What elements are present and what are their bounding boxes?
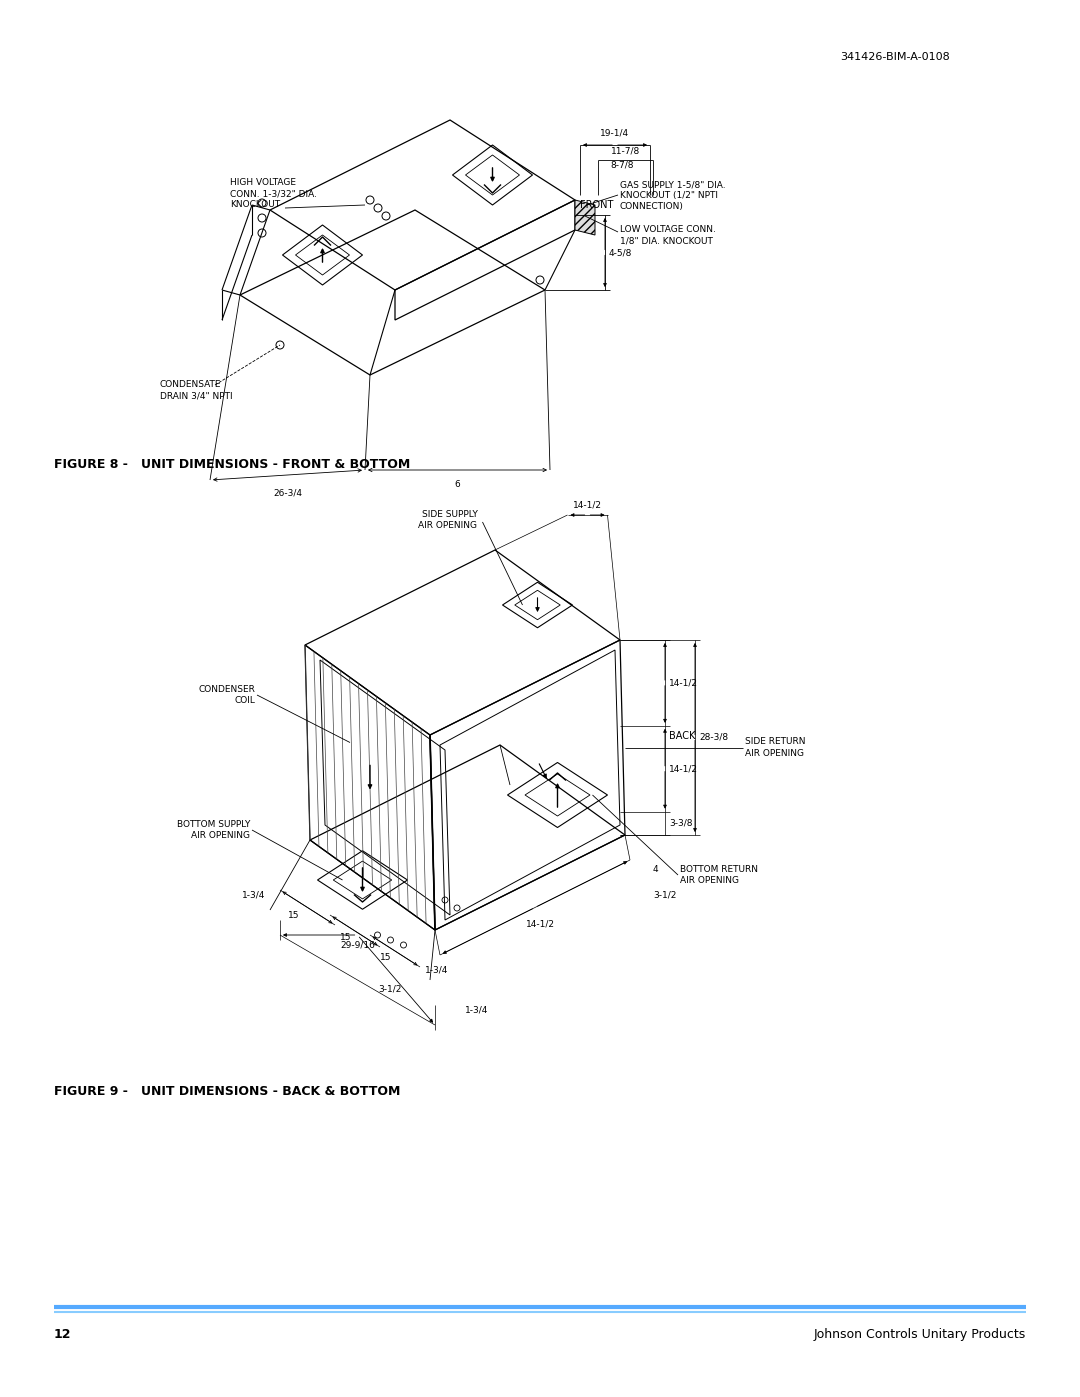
Text: 3-1/2: 3-1/2 (653, 890, 676, 900)
Text: Johnson Controls Unitary Products: Johnson Controls Unitary Products (813, 1329, 1026, 1341)
Text: 15: 15 (340, 933, 351, 942)
Text: FRONT: FRONT (580, 200, 613, 210)
Text: BOTTOM SUPPLY
AIR OPENING: BOTTOM SUPPLY AIR OPENING (177, 820, 249, 840)
Polygon shape (575, 200, 595, 235)
Text: 29-9/16: 29-9/16 (340, 940, 375, 949)
Text: 4-5/8: 4-5/8 (609, 249, 633, 257)
Text: 19-1/4: 19-1/4 (600, 129, 630, 137)
Text: LOW VOLTAGE CONN.
1/8" DIA. KNOCKOUT: LOW VOLTAGE CONN. 1/8" DIA. KNOCKOUT (620, 225, 716, 244)
Text: 15: 15 (288, 911, 299, 919)
Text: 26-3/4: 26-3/4 (273, 488, 302, 497)
Text: 14-1/2: 14-1/2 (573, 502, 602, 510)
Text: 3-1/2: 3-1/2 (378, 985, 402, 995)
Text: 1-3/4: 1-3/4 (426, 965, 448, 975)
Text: 14-1/2: 14-1/2 (669, 679, 698, 687)
Text: 1-3/4: 1-3/4 (242, 890, 265, 900)
Text: 1-3/4: 1-3/4 (465, 1006, 488, 1014)
Text: 11-7/8: 11-7/8 (611, 147, 640, 155)
Text: CONDENSATE
DRAIN 3/4" NPTI: CONDENSATE DRAIN 3/4" NPTI (160, 380, 232, 400)
Text: SIDE RETURN
AIR OPENING: SIDE RETURN AIR OPENING (745, 738, 806, 757)
Text: BOTTOM RETURN
AIR OPENING: BOTTOM RETURN AIR OPENING (680, 865, 758, 886)
Text: 28-3/8: 28-3/8 (699, 733, 728, 742)
Text: 12: 12 (54, 1329, 71, 1341)
Text: GAS SUPPLY 1-5/8" DIA.
KNOCKOUT (1/2" NPTI
CONNECTION): GAS SUPPLY 1-5/8" DIA. KNOCKOUT (1/2" NP… (620, 180, 726, 211)
Text: SIDE SUPPLY
AIR OPENING: SIDE SUPPLY AIR OPENING (419, 510, 477, 529)
Text: 3-3/8: 3-3/8 (669, 819, 692, 828)
Text: HIGH VOLTAGE
CONN. 1-3/32" DIA.
KNOCKOUT: HIGH VOLTAGE CONN. 1-3/32" DIA. KNOCKOUT (230, 177, 318, 210)
Text: FIGURE 8 -   UNIT DIMENSIONS - FRONT & BOTTOM: FIGURE 8 - UNIT DIMENSIONS - FRONT & BOT… (54, 458, 410, 471)
Text: BACK: BACK (669, 731, 696, 740)
Text: 4: 4 (653, 866, 659, 875)
Text: 6: 6 (455, 481, 460, 489)
Text: CONDENSER
COIL: CONDENSER COIL (198, 685, 255, 705)
Text: 341426-BIM-A-0108: 341426-BIM-A-0108 (840, 52, 949, 61)
Text: 14-1/2: 14-1/2 (669, 764, 698, 773)
Text: 15: 15 (380, 953, 391, 961)
Text: 8-7/8: 8-7/8 (611, 161, 634, 170)
Text: FIGURE 9 -   UNIT DIMENSIONS - BACK & BOTTOM: FIGURE 9 - UNIT DIMENSIONS - BACK & BOTT… (54, 1085, 401, 1098)
Text: 14-1/2: 14-1/2 (526, 919, 554, 929)
